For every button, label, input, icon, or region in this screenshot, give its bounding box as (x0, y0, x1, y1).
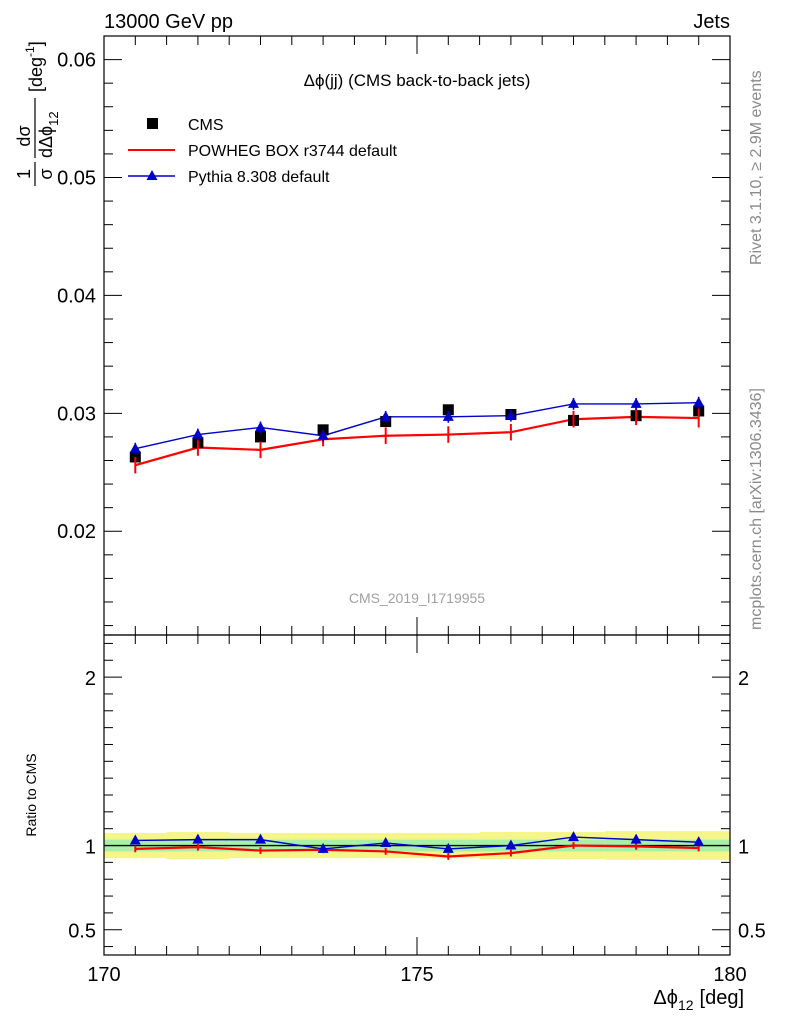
pythia-point (380, 410, 392, 421)
header-left: 13000 GeV pp (104, 11, 233, 33)
main-panel: 0.02 0.03 0.04 0.05 0.06 Δϕ(jj) (CMS back-to… (14, 35, 731, 636)
ratio-pythia-point (129, 834, 141, 845)
ratio-pythia-point (380, 837, 392, 847)
pythia-point (192, 428, 204, 439)
ratio-ytick-label-left: 1 (85, 837, 96, 859)
pythia-point (630, 397, 642, 408)
legend-label-pythia: Pythia 8.308 default (188, 169, 330, 186)
ylabel-sigma: σ (36, 168, 56, 179)
watermark: CMS_2019_I1719955 (349, 590, 485, 606)
legend-marker-pythia (146, 170, 158, 180)
rivet-side-label: Rivet 3.1.10, ≥ 2.9M events (748, 70, 765, 265)
main-title: Δϕ(jj) (CMS back-to-back jets) (304, 71, 531, 90)
main-series-layer (129, 396, 705, 474)
cms-point (255, 431, 266, 443)
main-ytick-label: 0.04 (57, 285, 96, 307)
ratio-series-layer (129, 831, 705, 860)
powheg-line (135, 415, 699, 467)
xlabel-sub: 12 (678, 997, 694, 1013)
ratio-ytick-label-right: 2 (738, 668, 749, 690)
ratio-ytick-label-right: 1 (738, 837, 749, 859)
legend-item-cms: CMS (147, 117, 224, 134)
ratio-pythia-point (192, 833, 204, 844)
ylabel-dphi: dΔϕ12 (36, 111, 61, 158)
pythia-line (135, 402, 699, 450)
ratio-pythia-point (505, 839, 517, 850)
pythia-point (505, 409, 517, 420)
main-ytick-label: 0.05 (57, 167, 96, 189)
xtick-label: 175 (400, 964, 433, 986)
ylabel-dphi-sub: 12 (46, 111, 61, 125)
pythia-point (129, 442, 141, 453)
ratio-pythia-point (317, 842, 329, 853)
ylabel-unit-text: [deg (26, 57, 46, 92)
mcplots-side-label: mcplots.cern.ch [arXiv:1306.3436] (748, 388, 765, 630)
ratio-pythia-point (568, 831, 579, 842)
legend-marker-cms (147, 118, 158, 129)
xtick-label: 170 (87, 964, 120, 986)
main-axis-ticks: 0.02 0.03 0.04 0.05 0.06 (57, 36, 731, 635)
cms-point (442, 404, 454, 416)
legend-label-powheg: POWHEG BOX r3744 default (188, 143, 398, 160)
ratio-y-axis-label: Ratio to CMS (23, 753, 39, 836)
x-axis-label: Δϕ12 [deg] (653, 987, 744, 1013)
ratio-ytick-label-right: 0.5 (738, 921, 766, 943)
ratio-frame (103, 634, 731, 956)
ratio-ytick-label-left: 0.5 (68, 921, 96, 943)
pythia-point (693, 396, 705, 407)
main-ytick-label: 0.02 (57, 521, 96, 543)
ylabel-one: 1 (14, 169, 34, 179)
legend-item-pythia: Pythia 8.308 default (128, 169, 330, 186)
ylabel-unit-close: ] (26, 41, 46, 46)
legend: CMS POWHEG BOX r3744 default Pythia 8.30… (128, 117, 398, 186)
ratio-pythia-point (693, 836, 705, 847)
ratio-pythia-line (135, 836, 699, 850)
xlabel-main: Δϕ (653, 987, 678, 1009)
ratio-powheg-line (135, 844, 699, 858)
ratio-pythia-point (442, 842, 454, 853)
pythia-point (568, 397, 579, 408)
main-y-axis-label: 1 σ dσ dΔϕ12 [deg-1] (14, 41, 61, 186)
ylabel-unit-sup: -1 (23, 46, 37, 57)
ylabel-dphi-text: dΔϕ (36, 126, 56, 158)
pythia-point (317, 429, 329, 440)
pythia-point (442, 410, 454, 421)
ratio-axis-ticks: 0.5 0.5 1 1 2 2 170 175 180 (68, 635, 766, 986)
header-right: Jets (693, 11, 730, 33)
legend-item-powheg: POWHEG BOX r3744 default (128, 143, 398, 160)
ylabel-unit: [deg-1] (23, 41, 46, 92)
xlabel-unit: [deg] (700, 987, 744, 1009)
ratio-pythia-point (630, 833, 642, 844)
legend-label-cms: CMS (188, 117, 224, 134)
pythia-point (255, 421, 266, 432)
ylabel-dsigma: dσ (14, 125, 34, 146)
main-ytick-label: 0.06 (57, 50, 96, 72)
xtick-label: 180 (713, 964, 746, 986)
ratio-ytick-label-left: 2 (85, 668, 96, 690)
ratio-pythia-point (255, 833, 266, 844)
main-ytick-label: 0.03 (57, 403, 96, 425)
